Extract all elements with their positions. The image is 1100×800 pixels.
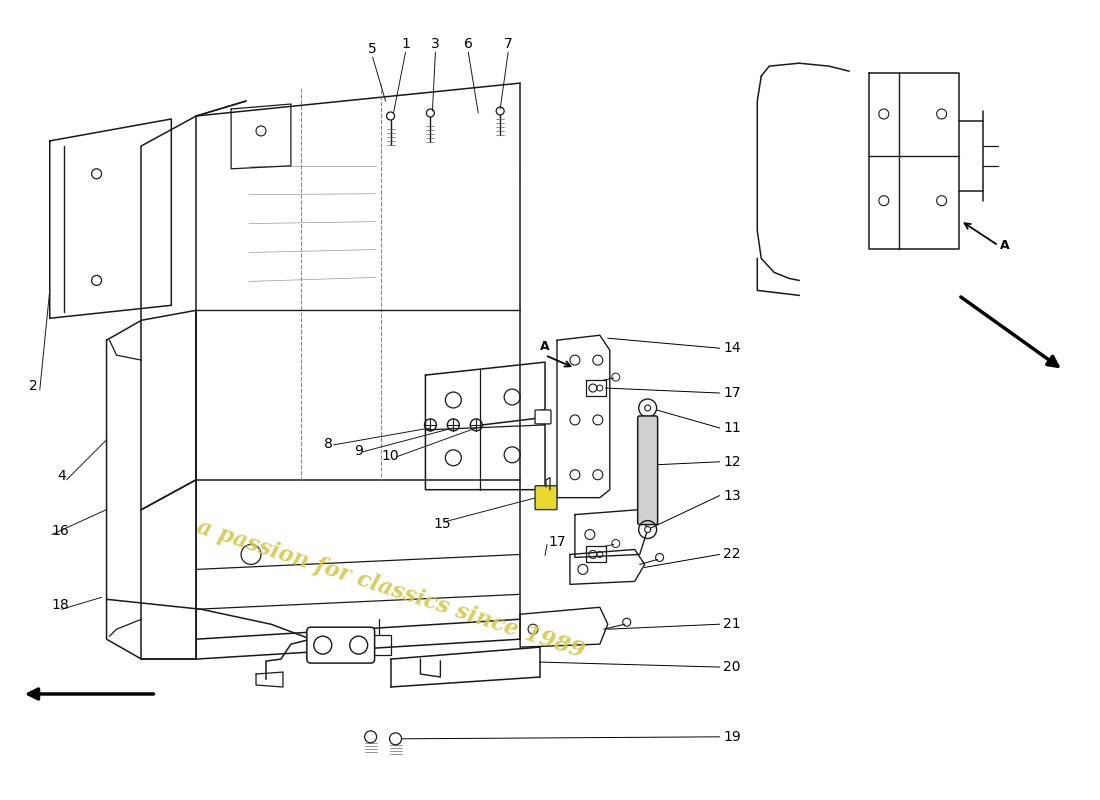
Text: 13: 13 bbox=[724, 489, 741, 502]
FancyBboxPatch shape bbox=[535, 410, 551, 424]
FancyBboxPatch shape bbox=[535, 486, 557, 510]
Text: 21: 21 bbox=[724, 618, 741, 631]
Text: 2: 2 bbox=[30, 379, 38, 393]
Text: 1: 1 bbox=[402, 38, 410, 51]
FancyBboxPatch shape bbox=[638, 416, 658, 525]
Text: 11: 11 bbox=[724, 421, 741, 435]
Circle shape bbox=[645, 405, 650, 411]
Text: 18: 18 bbox=[52, 598, 69, 612]
Text: 14: 14 bbox=[724, 341, 741, 355]
Text: 4: 4 bbox=[57, 469, 66, 482]
Text: 12: 12 bbox=[724, 454, 741, 469]
Text: A: A bbox=[1000, 238, 1010, 251]
Text: 8: 8 bbox=[324, 437, 333, 451]
Text: 15: 15 bbox=[433, 517, 451, 530]
Text: 5: 5 bbox=[368, 42, 377, 56]
Text: 7: 7 bbox=[504, 38, 513, 51]
Text: a passion for classics since 1989: a passion for classics since 1989 bbox=[194, 516, 587, 662]
Text: 22: 22 bbox=[724, 547, 741, 562]
Text: 20: 20 bbox=[724, 660, 741, 674]
Text: 10: 10 bbox=[382, 449, 399, 462]
Text: 17: 17 bbox=[724, 386, 741, 400]
Text: 16: 16 bbox=[52, 523, 69, 538]
Text: A: A bbox=[540, 340, 550, 353]
Text: 3: 3 bbox=[431, 38, 440, 51]
Text: 6: 6 bbox=[464, 38, 473, 51]
FancyBboxPatch shape bbox=[307, 627, 375, 663]
Text: 19: 19 bbox=[724, 730, 741, 744]
Text: 9: 9 bbox=[354, 444, 363, 458]
Text: 17: 17 bbox=[548, 534, 565, 549]
Circle shape bbox=[645, 526, 650, 533]
